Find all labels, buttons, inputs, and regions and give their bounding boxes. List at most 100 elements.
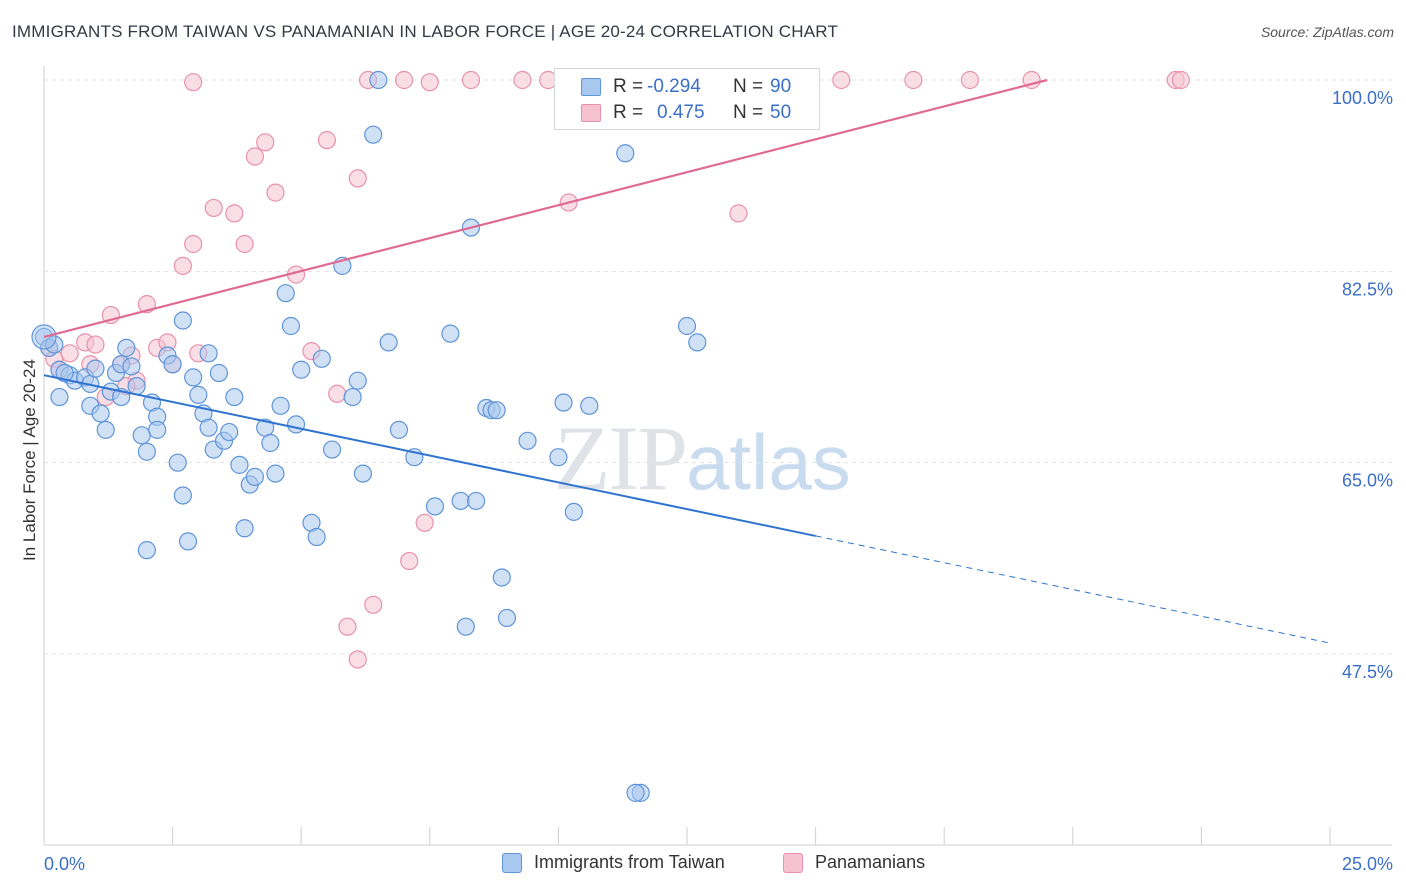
panamanian-point	[184, 234, 203, 254]
taiwan-point	[276, 284, 295, 303]
y-tick-label: 100.0%	[1332, 88, 1393, 108]
taiwan-point	[487, 401, 506, 420]
taiwan-point	[389, 420, 409, 439]
legend-n-label: N =	[733, 76, 764, 97]
correlation-legend: R = -0.294 N = 90 R = 0.475 N = 50	[554, 68, 820, 130]
taiwan-trend-line	[43, 374, 816, 537]
taiwan-point	[322, 440, 342, 459]
panamanian-point	[729, 204, 748, 223]
taiwan-point	[266, 464, 285, 483]
watermark: ZIPatlas	[554, 405, 851, 511]
legend-swatch-panamanians	[581, 104, 601, 122]
panamanian-point	[338, 617, 357, 636]
bottom-legend-label-taiwan: Immigrants from Taiwan	[534, 852, 725, 872]
taiwan-point	[96, 420, 115, 439]
panamanian-point	[904, 70, 923, 90]
taiwan-trend-extension	[815, 535, 1331, 644]
panamanian-point	[461, 70, 481, 90]
taiwan-point	[564, 502, 583, 521]
panamanian-point	[348, 169, 367, 188]
panamanian-point	[317, 131, 337, 150]
legend-row-panamanians: R = 0.475 N = 50	[555, 101, 819, 127]
taiwan-point	[312, 349, 331, 368]
legend-swatch-taiwan	[581, 78, 601, 96]
taiwan-point	[148, 420, 167, 439]
taiwan-point	[292, 360, 311, 379]
panamanian-point	[256, 133, 275, 152]
taiwan-point	[456, 617, 475, 636]
source-credit: Source: ZipAtlas.com	[1260, 24, 1394, 40]
panamanian-point	[832, 70, 851, 90]
y-tick-label: 82.5%	[1342, 279, 1393, 299]
taiwan-point	[137, 442, 156, 461]
panamanian-point	[266, 183, 285, 202]
taiwan-point	[353, 464, 373, 483]
panamanian-point	[394, 70, 414, 90]
panamanian-point	[235, 234, 254, 254]
taiwan-point	[271, 396, 290, 415]
taiwan-point	[199, 344, 218, 363]
panamanian-point	[328, 384, 347, 403]
x-tick-label: 0.0%	[44, 854, 85, 874]
taiwan-point	[225, 387, 244, 407]
taiwan-point	[348, 371, 367, 390]
y-tick-label: 65.0%	[1342, 471, 1393, 491]
taiwan-point	[173, 311, 192, 330]
taiwan-point	[281, 316, 301, 336]
taiwan-point	[261, 433, 280, 453]
taiwan-point	[137, 541, 156, 560]
watermark-atlas: atlas	[686, 418, 851, 506]
taiwan-point	[117, 338, 136, 357]
panamanian-point	[960, 70, 980, 90]
taiwan-point	[688, 333, 707, 352]
taiwan-point	[369, 70, 388, 90]
taiwan-point	[220, 422, 239, 442]
taiwan-point	[168, 453, 187, 472]
taiwan-point	[677, 316, 697, 336]
panamanian-point	[245, 147, 265, 166]
taiwan-point	[178, 532, 198, 551]
taiwan-point	[91, 404, 110, 423]
taiwan-point	[497, 608, 517, 628]
legend-r-value: -0.294	[647, 76, 701, 97]
panamanian-trend-line	[43, 78, 1048, 338]
legend-r-label: R =	[613, 102, 644, 123]
watermark-zip: ZIP	[554, 407, 688, 509]
panamanian-point	[513, 70, 532, 90]
taiwan-point	[286, 415, 306, 434]
panamanian-point	[420, 73, 439, 92]
taiwan-point	[230, 455, 249, 474]
panamanian-point	[173, 256, 192, 275]
panamanian-point	[1171, 70, 1190, 90]
legend-n-label: N =	[733, 102, 764, 123]
taiwan-point	[379, 333, 398, 352]
bottom-legend-label-panamanians: Panamanians	[815, 852, 926, 872]
taiwan-point	[86, 359, 105, 378]
panamanian-point	[225, 204, 244, 223]
panamanian-point	[364, 595, 383, 614]
taiwan-point	[616, 144, 635, 163]
y-tick-label: 47.5%	[1342, 662, 1393, 682]
legend-row-taiwan: R = -0.294 N = 90	[555, 75, 819, 101]
taiwan-point	[554, 393, 573, 412]
taiwan-point	[451, 491, 470, 511]
taiwan-point	[199, 418, 218, 437]
taiwan-point	[122, 357, 141, 376]
panamanian-point	[86, 335, 105, 354]
taiwan-point	[518, 431, 537, 450]
panamanian-point	[60, 344, 79, 363]
taiwan-point	[245, 467, 265, 486]
taiwan-point	[163, 355, 182, 374]
panamanian-point	[400, 551, 419, 571]
taiwan-point	[425, 497, 445, 516]
panamanian-point	[348, 650, 367, 669]
taiwan-point	[50, 387, 69, 407]
taiwan-point	[441, 324, 460, 343]
legend-n-value: 90	[770, 76, 792, 97]
taiwan-point	[492, 568, 511, 587]
legend-r-value: 0.475	[657, 102, 705, 123]
taiwan-point	[127, 377, 146, 396]
taiwan-point	[55, 363, 74, 383]
legend-n-value: 50	[770, 102, 792, 123]
